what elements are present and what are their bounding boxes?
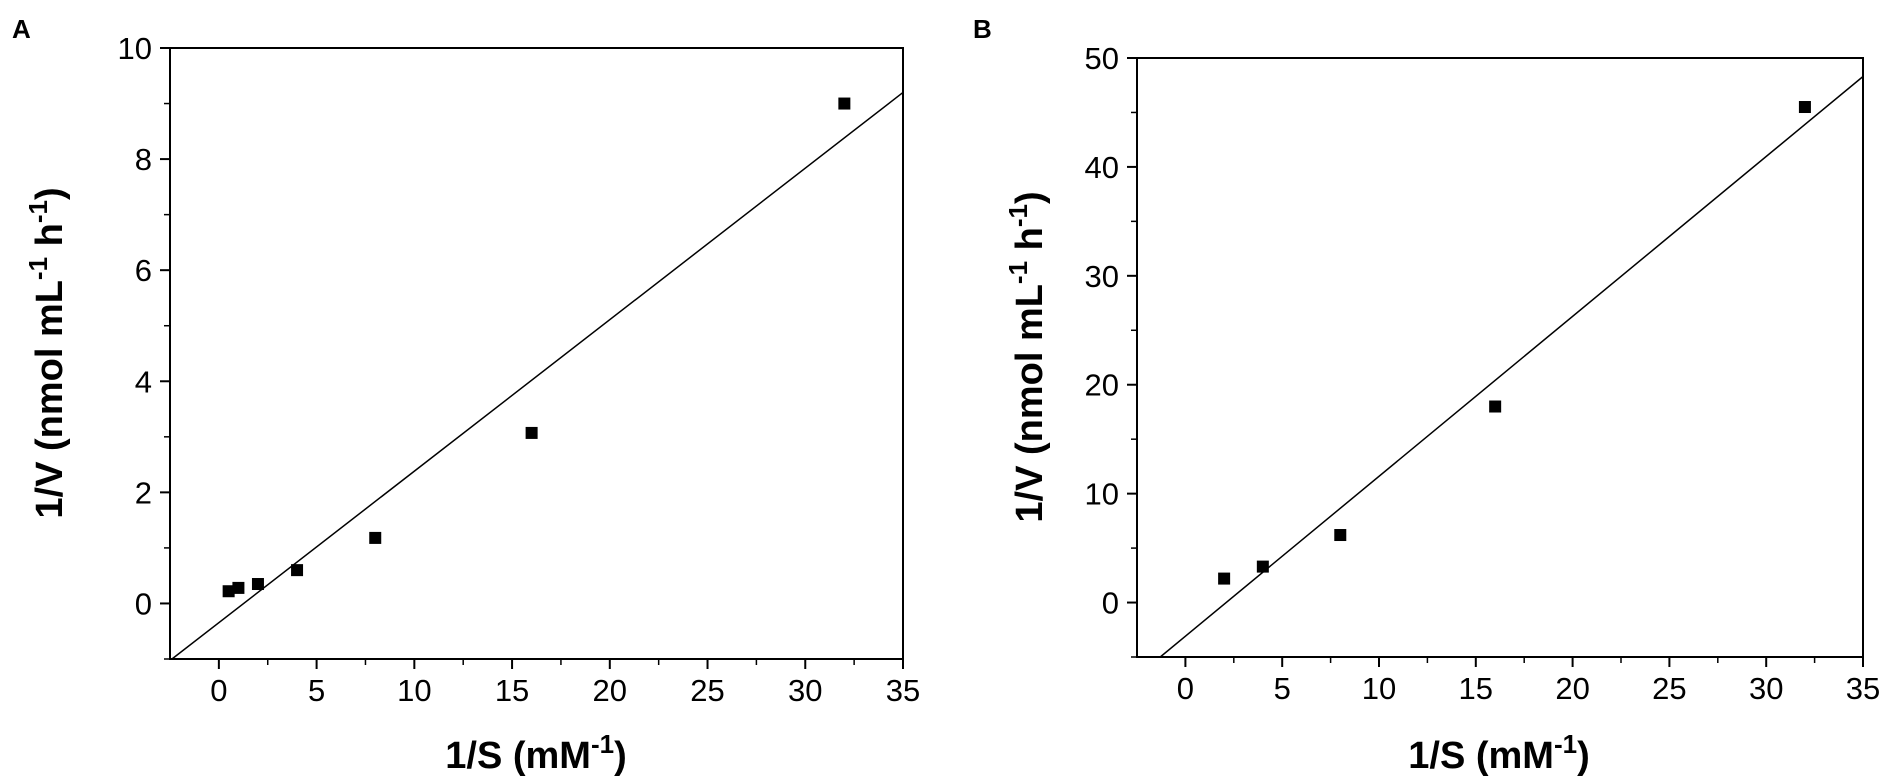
- y-tick-label: 10: [1085, 477, 1119, 512]
- data-point: [251, 578, 264, 591]
- y-axis-title-sup1: -1: [23, 257, 53, 280]
- x-tick-label: 15: [495, 673, 529, 708]
- y-tick-label: 0: [1102, 586, 1119, 621]
- y-axis-title-main: 1/V (nmol mL: [1009, 284, 1051, 523]
- x-tick-label: 25: [690, 673, 724, 708]
- data-point: [291, 564, 304, 577]
- y-tick-label: 2: [135, 475, 152, 510]
- x-axis-title-sup: -1: [591, 729, 614, 759]
- y-tick-label: 0: [135, 586, 152, 621]
- x-tick-label: 30: [788, 673, 822, 708]
- data-point: [1489, 400, 1502, 413]
- plot-frame: [169, 47, 904, 660]
- x-tick-label: 0: [210, 673, 227, 708]
- y-tick-label: 40: [1085, 150, 1119, 185]
- y-axis-title-sup2: -1: [23, 200, 53, 223]
- y-tick-label: 50: [1085, 41, 1119, 76]
- x-axis-title: 1/S (mM-1): [445, 729, 626, 777]
- x-tick-label: 35: [1846, 671, 1880, 706]
- y-tick-label: 4: [135, 364, 152, 399]
- x-tick-label: 30: [1749, 671, 1783, 706]
- x-axis-title-main: 1/S (mM: [445, 735, 591, 777]
- fit-line: [171, 91, 904, 660]
- x-tick-label: 20: [593, 673, 627, 708]
- y-axis-title-main: 1/V (nmol mL: [29, 280, 71, 519]
- mark-layer: [171, 91, 904, 660]
- x-axis-title: 1/S (mM-1): [1408, 729, 1589, 777]
- x-axis-title-tail: ): [614, 735, 627, 777]
- data-point: [1334, 529, 1347, 542]
- tick-layer: 0 5 10 15 20 25 30 35 0 10 20 30 40 50: [1085, 41, 1881, 706]
- fit-line: [1159, 75, 1864, 658]
- mark-layer: [1159, 75, 1864, 658]
- x-tick-label: 35: [886, 673, 920, 708]
- y-tick-label: 6: [135, 253, 152, 288]
- y-tick-label: 20: [1085, 368, 1119, 403]
- x-axis-title-main: 1/S (mM: [1408, 735, 1554, 777]
- y-axis-title-tail: ): [29, 187, 71, 200]
- data-point: [838, 97, 851, 110]
- plot-frame: [1136, 57, 1864, 658]
- x-tick-label: 5: [1274, 671, 1291, 706]
- y-axis-title-sup2: -1: [1003, 204, 1033, 227]
- x-tick-label: 20: [1555, 671, 1589, 706]
- y-tick-label: 8: [135, 142, 152, 177]
- data-point: [222, 585, 235, 598]
- data-point: [232, 581, 245, 594]
- panel-label: B: [973, 14, 992, 44]
- x-axis-title-sup: -1: [1554, 729, 1577, 759]
- tick-layer: 0 5 10 15 20 25 30 35 0 2 4 6 8 10: [118, 31, 921, 708]
- x-tick-label: 25: [1652, 671, 1686, 706]
- y-axis-title-mid: h: [1009, 227, 1051, 261]
- x-tick-label: 10: [397, 673, 431, 708]
- panel-label: A: [12, 14, 31, 44]
- data-point: [369, 531, 382, 544]
- x-tick-label: 10: [1362, 671, 1396, 706]
- data-point: [1798, 101, 1811, 114]
- data-point: [1218, 572, 1231, 585]
- x-tick-label: 0: [1177, 671, 1194, 706]
- y-tick-label: 10: [118, 31, 152, 66]
- y-tick-label: 30: [1085, 259, 1119, 294]
- y-axis-title-tail: ): [1009, 191, 1051, 204]
- y-axis-title: 1/V (nmol mL-1 h-1): [23, 187, 71, 518]
- x-axis-title-tail: ): [1577, 735, 1590, 777]
- y-axis-title-sup1: -1: [1003, 261, 1033, 284]
- y-axis-title: 1/V (nmol mL-1 h-1): [1003, 191, 1051, 522]
- x-tick-label: 15: [1459, 671, 1493, 706]
- data-point: [1256, 560, 1269, 573]
- y-axis-title-mid: h: [29, 223, 71, 257]
- data-point: [525, 426, 538, 439]
- x-tick-label: 5: [308, 673, 325, 708]
